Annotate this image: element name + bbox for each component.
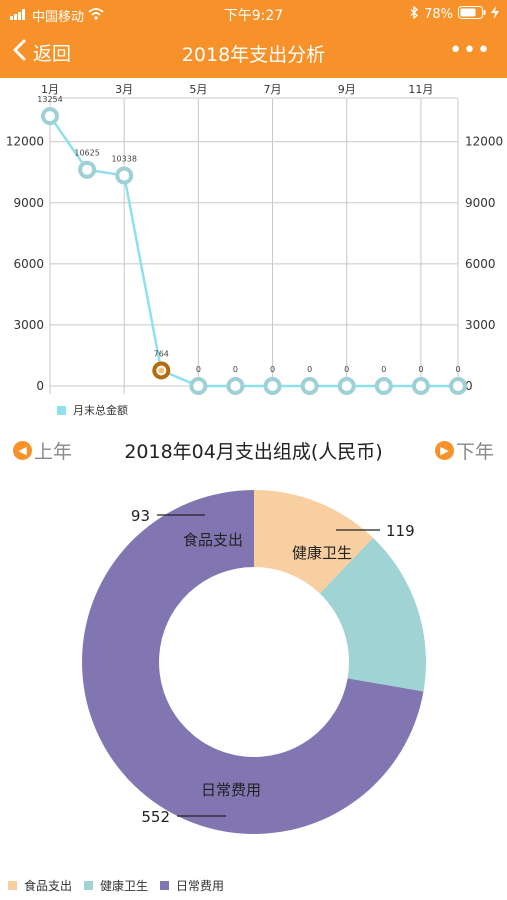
data-point [374, 377, 393, 395]
data-label: 0 [233, 365, 238, 374]
data-label: 0 [196, 365, 201, 374]
data-point [189, 377, 208, 395]
data-label: 0 [418, 365, 423, 374]
data-point [115, 166, 134, 185]
y-tick-label-left: 3000 [13, 318, 44, 332]
period-title: 2018年04月支出组成(人民币) [124, 441, 383, 463]
page-title: 2018年支出分析 [181, 44, 326, 66]
y-tick-label-right: 0 [465, 379, 473, 393]
nav-bar: 返回 2018年支出分析 ••• [0, 28, 507, 78]
prev-year-button[interactable]: ◀ 上年 [13, 437, 72, 464]
data-label: 0 [307, 365, 312, 374]
x-tick-label: 9月 [338, 83, 356, 96]
data-label: 10625 [74, 149, 99, 158]
legend-label-balance: 月末总金额 [73, 404, 128, 417]
data-label: 10338 [111, 155, 136, 164]
legend-swatch-daily [160, 881, 170, 890]
prev-year-label: 上年 [34, 441, 73, 463]
legend-item-food: 食品支出 [8, 877, 72, 894]
donut-hole [174, 582, 334, 742]
data-point [263, 377, 282, 395]
x-tick-label: 1月 [41, 83, 59, 96]
y-tick-label-left: 9000 [13, 196, 44, 210]
legend-swatch-health [84, 881, 94, 890]
slice-food [254, 490, 374, 594]
data-label: 0 [270, 365, 275, 374]
y-tick-label-left: 6000 [13, 257, 44, 271]
arrow-left-icon: ◀ [13, 441, 32, 460]
next-year-button[interactable]: ▶ 下年 [434, 437, 494, 464]
back-button[interactable]: 返回 [12, 38, 71, 67]
data-point [300, 377, 319, 395]
data-label: 13254 [37, 95, 62, 104]
y-tick-label-left: 12000 [6, 135, 44, 149]
legend-item-health: 健康卫生 [84, 877, 148, 894]
data-point [337, 377, 356, 395]
data-point [78, 160, 97, 179]
y-tick-label-right: 3000 [465, 318, 496, 332]
wifi-icon [88, 7, 104, 24]
data-label: 0 [344, 365, 349, 374]
legend-swatch-food [8, 881, 17, 890]
data-label: 0 [455, 365, 460, 374]
status-left: 中国移动 [10, 6, 104, 25]
slice-label-daily: 日常费用 [201, 781, 261, 799]
legend-swatch-balance [57, 405, 66, 415]
slice-label-food: 食品支出 [183, 531, 243, 549]
monthly-balance-chart: 0 0 3000 3000 6000 6000 9000 9000 12000 12000 1月 3月… [0, 78, 507, 430]
slice-daily [81, 490, 424, 834]
line-chart-legend: 月末总金额 [57, 402, 128, 418]
slice-label-health: 健康卫生 [292, 544, 352, 562]
more-button[interactable]: ••• [449, 38, 491, 63]
donut-legend: 食品支出 健康卫生 日常费用 [8, 877, 236, 894]
battery-icon [458, 6, 486, 23]
chevron-left-icon [12, 38, 28, 67]
x-tick-label: 7月 [264, 83, 282, 96]
x-tick-label: 11月 [408, 83, 433, 96]
legend-label-food: 食品支出 [24, 879, 73, 893]
y-tick-label-right: 6000 [465, 257, 496, 271]
carrier-label: 中国移动 [32, 10, 85, 25]
legend-item-daily: 日常费用 [160, 877, 224, 894]
data-point [411, 377, 430, 395]
legend-label-daily: 日常费用 [176, 879, 225, 893]
arrow-right-icon: ▶ [434, 441, 454, 460]
data-label: 0 [381, 365, 386, 374]
y-tick-label-right: 9000 [465, 196, 496, 210]
signal-icon [10, 8, 28, 24]
charging-icon [491, 6, 499, 23]
y-tick-label-left: 0 [36, 379, 44, 393]
status-time: 下午9:27 [223, 8, 284, 24]
battery-percent: 78% [424, 7, 453, 22]
data-point [226, 377, 245, 395]
data-label: 764 [154, 349, 169, 358]
data-point [449, 377, 467, 395]
x-tick-label: 3月 [115, 83, 133, 96]
y-tick-label-right: 12000 [465, 135, 503, 149]
bluetooth-icon [410, 5, 419, 23]
legend-label-health: 健康卫生 [100, 879, 149, 893]
slice-health [319, 537, 426, 692]
value-label-health: 119 [386, 522, 415, 540]
value-label-food: 93 [131, 507, 150, 525]
more-icon: ••• [449, 38, 491, 63]
status-right: 78% [410, 5, 499, 23]
value-label-daily: 552 [141, 808, 170, 826]
expense-composition-chart: 食品支出健康卫生日常费用 93 119 552 [0, 470, 507, 870]
data-point-highlight-core [158, 367, 165, 374]
status-bar: 中国移动 下午9:27 78% [0, 0, 507, 28]
x-tick-label: 5月 [189, 83, 207, 96]
next-year-label: 下年 [455, 441, 494, 463]
back-label: 返回 [33, 43, 72, 65]
data-point [41, 107, 59, 126]
period-switcher: ◀ 上年 2018年04月支出组成(人民币) ▶ 下年 [0, 435, 507, 465]
